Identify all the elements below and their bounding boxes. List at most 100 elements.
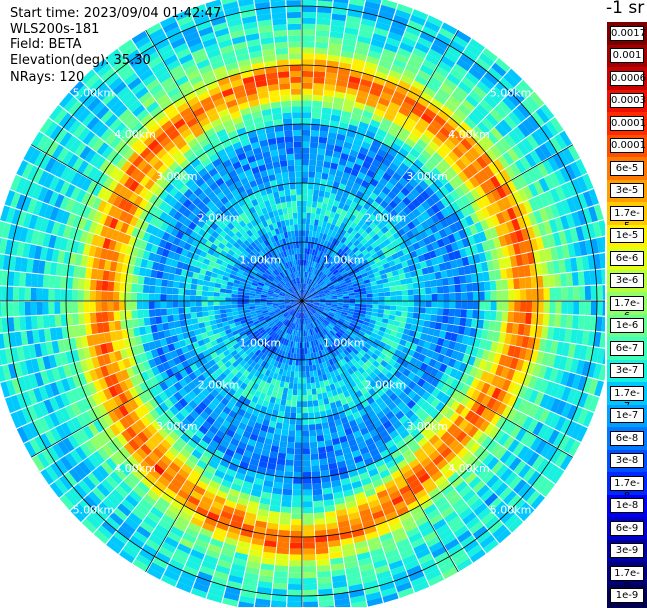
range-gate-cell	[285, 465, 294, 472]
range-gate-cell	[84, 302, 90, 313]
range-gate-cell	[72, 290, 78, 301]
range-gate-cell	[303, 602, 318, 608]
range-gate-cell	[295, 366, 299, 372]
range-gate-cell	[37, 274, 44, 287]
range-gate-cell	[394, 280, 401, 286]
range-gate-cell	[137, 302, 143, 310]
range-gate-cell	[255, 303, 261, 306]
range-gate-cell	[214, 301, 220, 305]
range-gate-cell	[430, 315, 437, 322]
range-gate-cell	[232, 308, 238, 312]
range-gate-cell	[567, 301, 573, 314]
range-gate-cell	[196, 296, 202, 301]
range-gate-cell	[160, 302, 166, 309]
range-gate-cell	[372, 289, 378, 293]
range-gate-cell	[302, 336, 304, 342]
range-gate-cell	[320, 464, 329, 471]
range-gate-cell	[225, 305, 231, 309]
range-gate-cell	[385, 301, 391, 305]
range-gate-cell	[302, 12, 316, 18]
range-gate-cell	[167, 280, 174, 287]
range-gate-cell	[280, 399, 286, 406]
range-gate-cell	[371, 285, 377, 290]
range-gate-cell	[289, 566, 302, 572]
range-gate-cell	[431, 308, 437, 315]
range-gate-cell	[287, 442, 295, 448]
range-gate-cell	[485, 301, 491, 310]
range-gate-cell	[543, 314, 550, 326]
range-gate-cell	[438, 301, 444, 308]
range-gate-cell	[305, 242, 308, 248]
range-gate-cell	[125, 283, 132, 292]
range-gate-cell	[276, 553, 289, 560]
range-gate-cell	[355, 295, 361, 298]
range-gate-cell	[302, 395, 307, 401]
range-gate-cell	[279, 447, 287, 454]
range-gate-cell	[560, 315, 567, 328]
range-gate-cell	[78, 290, 84, 301]
range-gate-cell	[303, 537, 315, 543]
range-gate-cell	[319, 190, 325, 197]
range-gate-cell	[78, 313, 85, 324]
range-gate-cell	[237, 295, 243, 298]
range-gate-cell	[316, 36, 329, 43]
range-gate-cell	[215, 283, 222, 288]
range-gate-cell	[275, 565, 289, 572]
range-gate-cell	[172, 308, 178, 315]
range-gate-cell	[202, 306, 208, 311]
range-gate-cell	[448, 277, 455, 285]
range-gate-cell	[479, 291, 485, 300]
range-gate-cell	[37, 302, 43, 315]
range-gate-cell	[302, 18, 316, 24]
range-gate-cell	[293, 389, 298, 395]
range-gate-cell	[310, 448, 318, 455]
range-gate-cell	[277, 542, 289, 549]
range-gate-cell	[322, 167, 329, 174]
range-gate-cell	[280, 435, 287, 442]
range-gate-cell	[355, 298, 361, 301]
range-gate-cell	[66, 290, 72, 302]
range-gate-cell	[19, 302, 25, 316]
range-gate-cell	[467, 301, 473, 309]
range-gate-cell	[585, 301, 591, 315]
range-gate-cell	[294, 371, 298, 377]
range-gate-cell	[355, 304, 361, 307]
range-gate-cell	[25, 273, 32, 287]
range-gate-cell	[322, 107, 332, 114]
range-gate-cell	[302, 71, 313, 77]
range-gate-cell	[484, 281, 491, 291]
range-gate-cell	[282, 495, 292, 502]
range-gate-cell	[308, 413, 314, 419]
range-gate-cell	[311, 454, 319, 461]
range-gate-cell	[315, 214, 320, 221]
range-gate-cell	[31, 288, 37, 301]
range-gate-cell	[399, 322, 406, 328]
range-gate-cell	[303, 572, 317, 578]
range-gate-cell	[395, 285, 402, 291]
range-gate-cell	[313, 190, 319, 197]
range-gate-cell	[155, 286, 161, 294]
range-gate-cell	[291, 519, 302, 525]
range-gate-cell	[466, 283, 473, 292]
range-gate-cell	[283, 388, 289, 395]
range-gate-cell	[429, 321, 436, 328]
range-gate-cell	[102, 312, 109, 322]
range-gate-cell	[13, 287, 19, 301]
range-gate-cell	[138, 276, 145, 285]
range-gate-cell	[389, 281, 396, 286]
range-gate-cell	[378, 292, 384, 296]
range-gate-cell	[282, 393, 288, 400]
range-gate-cell	[288, 389, 293, 395]
range-gate-cell	[286, 454, 294, 461]
range-gate-cell	[293, 472, 302, 478]
range-gate-cell	[308, 177, 314, 183]
range-gate-cell	[161, 309, 167, 316]
range-gate-cell	[167, 315, 174, 322]
range-gate-cell	[514, 301, 520, 312]
range-gate-cell	[119, 292, 125, 301]
range-gate-cell	[281, 429, 288, 436]
range-gate-cell	[520, 289, 526, 300]
range-gate-cell	[102, 281, 109, 291]
range-gate-cell	[319, 137, 328, 144]
range-gate-cell	[113, 292, 119, 301]
